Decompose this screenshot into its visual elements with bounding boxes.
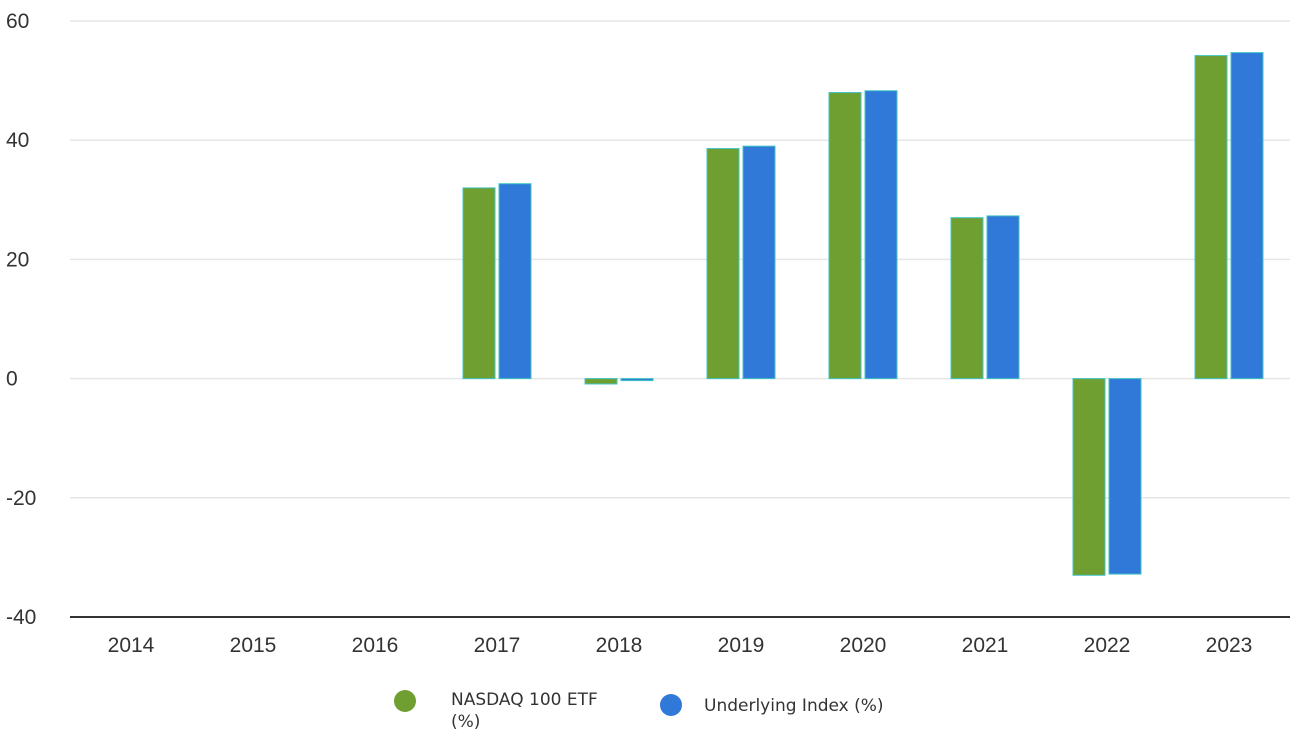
x-tick-label: 2022 xyxy=(1084,634,1131,657)
bar-etf-2021[interactable] xyxy=(950,217,984,380)
y-tick-label: 0 xyxy=(6,368,18,391)
x-tick-label: 2016 xyxy=(352,634,399,657)
bar-etf-2018[interactable] xyxy=(584,378,618,385)
x-tick-label: 2020 xyxy=(840,634,887,657)
x-tick-label: 2017 xyxy=(474,634,521,657)
bar-etf-2023[interactable] xyxy=(1194,55,1228,380)
y-tick-label: -20 xyxy=(6,487,36,510)
bar-index-2020[interactable] xyxy=(864,90,898,380)
bar-index-2018[interactable] xyxy=(620,378,654,382)
y-tick-label: 60 xyxy=(6,10,29,33)
gridlines xyxy=(70,20,1290,499)
bar-index-2023[interactable] xyxy=(1230,52,1264,380)
y-tick-label: 20 xyxy=(6,248,29,271)
y-tick-label: -40 xyxy=(6,606,36,629)
bars xyxy=(462,52,1264,576)
x-tick-label: 2023 xyxy=(1206,634,1253,657)
x-tick-label: 2021 xyxy=(962,634,1009,657)
bar-index-2017[interactable] xyxy=(498,183,532,380)
x-tick-label: 2015 xyxy=(230,634,277,657)
bar-etf-2020[interactable] xyxy=(828,92,862,380)
bar-etf-2022[interactable] xyxy=(1072,378,1106,576)
bar-etf-2017[interactable] xyxy=(462,187,496,380)
bar-index-2021[interactable] xyxy=(986,215,1020,380)
y-tick-label: 40 xyxy=(6,129,29,152)
bar-etf-2019[interactable] xyxy=(706,148,740,380)
x-tick-label: 2018 xyxy=(596,634,643,657)
bar-index-2022[interactable] xyxy=(1108,378,1142,575)
y-axis: 60 40 20 0 -20 -40 xyxy=(6,10,36,629)
x-axis: 2014 2015 2016 2017 2018 2019 2020 2021 2022 2023 xyxy=(70,616,1290,657)
x-tick-label: 2019 xyxy=(718,634,765,657)
bar-index-2019[interactable] xyxy=(742,145,776,380)
x-tick-label: 2014 xyxy=(108,634,155,657)
